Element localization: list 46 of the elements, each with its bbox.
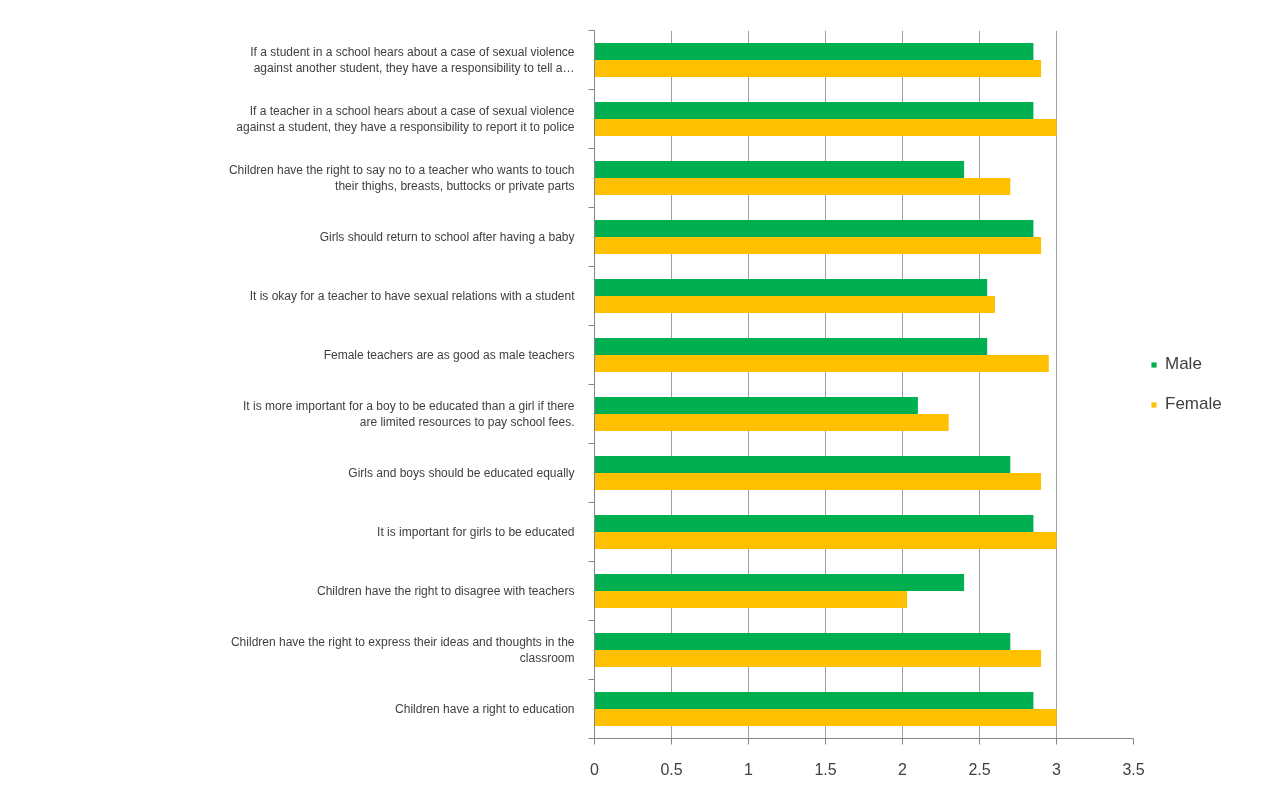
bar [594, 178, 1011, 196]
x-tick-label: 0 [590, 760, 600, 778]
y-tick-label: Girls and boys should be educated equally [348, 466, 575, 480]
bar [594, 414, 949, 432]
bar [594, 514, 1034, 532]
bar [594, 591, 908, 609]
legend-label: Female [1165, 394, 1222, 414]
bar [594, 101, 1034, 119]
bar [594, 60, 1042, 78]
bar [594, 532, 1057, 550]
bar [594, 650, 1042, 668]
y-tick-label: It is important for girls to be educated [377, 525, 575, 539]
bar [594, 296, 995, 314]
x-tick-label: 3 [1052, 760, 1062, 778]
bar [594, 632, 1011, 650]
bar [594, 160, 965, 178]
bar [594, 42, 1034, 60]
y-tick-label: If a teacher in a school hears about a case of sexual violence against a student, they have a responsibility to report it to police [236, 103, 575, 135]
bar [594, 278, 988, 296]
y-tick-label: Female teachers are as good as male teachers [323, 348, 575, 362]
bar [594, 219, 1034, 237]
y-tick-label: Children have the right to express their ideas and thoughts in the classroom [230, 634, 575, 666]
y-tick-label: Children have a right to education [395, 702, 575, 716]
bar [594, 237, 1042, 255]
bar [594, 337, 988, 355]
x-tick-label: 0.5 [660, 760, 683, 778]
x-tick-label: 1.5 [814, 760, 837, 778]
y-tick-label: Children have the right to disagree with teachers [317, 584, 575, 598]
bar [594, 119, 1057, 137]
x-tick-label: 3.5 [1122, 760, 1145, 778]
bar [594, 455, 1011, 473]
bar [594, 396, 918, 414]
x-tick-label: 2 [898, 760, 908, 778]
bar [594, 355, 1049, 373]
legend-label: Male [1165, 354, 1202, 374]
bar [594, 691, 1034, 709]
y-tick-label: If a student in a school hears about a case of sexual violence against another student, they have a responsibility to tell a… [250, 44, 575, 76]
bar [594, 709, 1057, 727]
y-tick-label: It is okay for a teacher to have sexual relations with a student [249, 289, 576, 303]
bar [594, 573, 965, 591]
y-tick-label: Children have the right to say no to a teacher who wants to touch their thighs, breasts, buttocks or private parts [228, 162, 575, 194]
x-tick-label: 1 [744, 760, 754, 778]
y-tick-label: Girls should return to school after having a baby [319, 230, 575, 244]
x-tick-label: 2.5 [968, 760, 991, 778]
bar [594, 473, 1042, 491]
y-tick-label: It is more important for a boy to be educated than a girl if there are limited resources to pay school fees. [242, 398, 575, 430]
